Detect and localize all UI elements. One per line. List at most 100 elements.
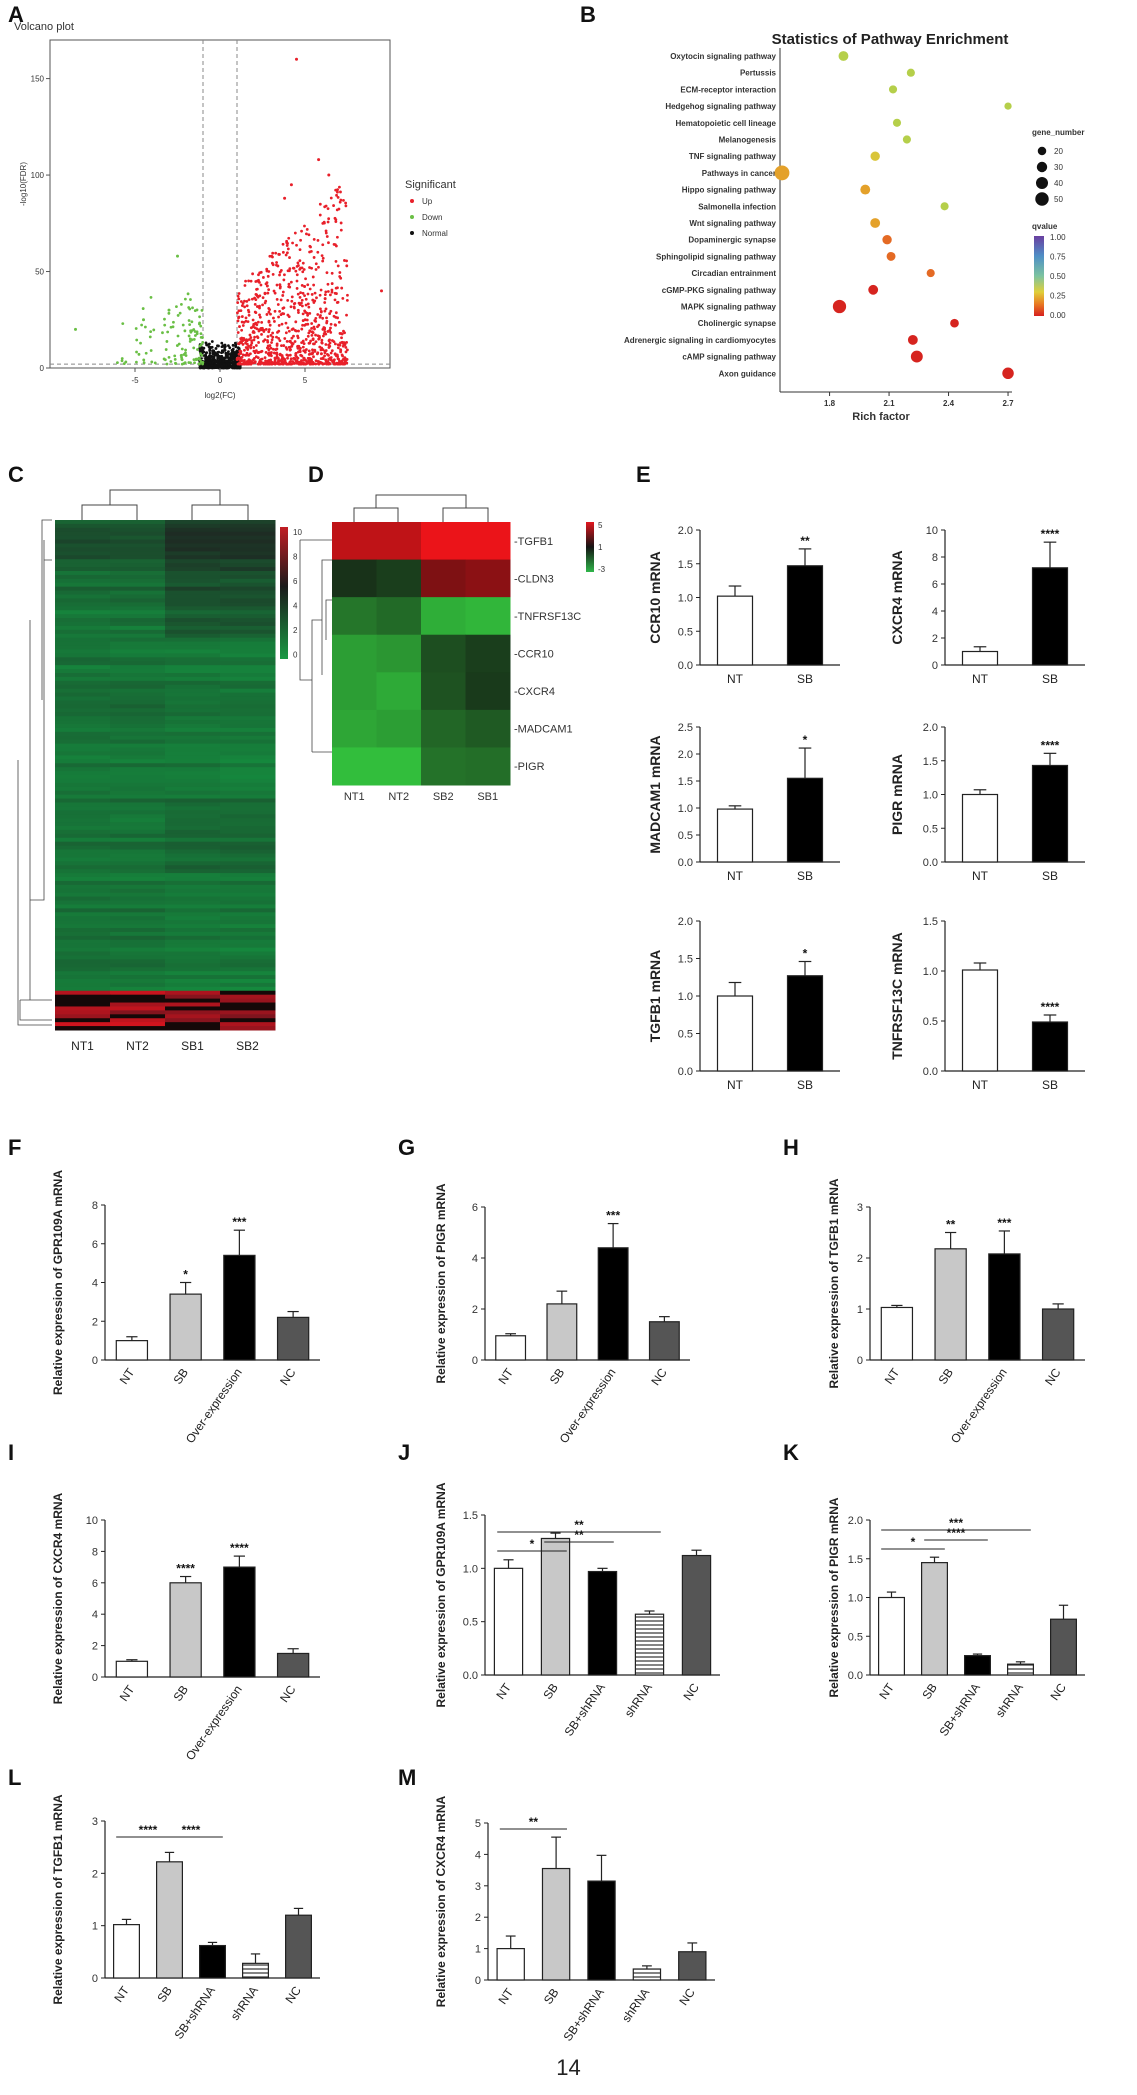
heatmap-cell [165,833,221,839]
pathway-dot [910,350,923,363]
heatmap-cell [220,571,276,576]
point-up [334,188,338,192]
heatmap-cell [165,967,221,972]
heatmap-cell [332,672,377,711]
point-up [330,288,334,292]
point-up [236,319,240,323]
heatmap-cell [165,861,221,866]
point-up [314,359,318,363]
point-up [327,173,331,177]
heatmap-cell [55,700,111,705]
x-tick-label: SB [540,1681,561,1702]
gene-label: -CCR10 [514,649,554,661]
heatmap-cell [110,1014,166,1019]
size-legend-dot [1036,161,1048,173]
heatmap-cell [110,700,166,705]
heatmap-cell [165,653,221,658]
heatmap-cell [220,653,276,658]
point-normal [216,354,220,358]
y-tick-label: 2.5 [678,722,693,734]
point-up [272,316,275,320]
point-up [267,310,271,314]
bar [1006,1663,1034,1676]
heatmap-cell [55,574,111,580]
point-up [253,360,257,363]
y-tick-label: 8 [92,1546,98,1558]
heatmap-cell [220,822,276,827]
point-up [288,339,292,343]
point-up [244,341,247,345]
heatmap-cell [220,578,276,584]
point-up [273,320,276,323]
point-up [332,204,335,207]
point-up [323,354,326,358]
x-tick-label: NC [277,1365,299,1388]
heatmap-cell [165,759,221,764]
x-tick-label: NT [727,1078,744,1092]
heatmap-cell [110,571,166,576]
page-number: 14 [556,2055,581,2080]
heatmap-cell [110,931,166,937]
significance-marker: * [183,1268,188,1282]
point-up [239,300,243,303]
heatmap-cell [220,720,276,725]
color-legend-label: 1.00 [1050,233,1066,242]
point-down [188,323,192,327]
heatmap-cell [110,849,166,854]
significance-marker: **** [1041,738,1060,752]
point-up [253,326,257,330]
x-tick-label: SB [919,1681,940,1702]
heatmap-cell [220,555,276,560]
point-up [310,326,314,330]
point-up [306,283,310,287]
point-down [192,346,196,350]
y-tick-label: 1.5 [678,954,693,966]
heatmap-cell [110,563,166,568]
heatmap-cell [110,527,166,533]
heatmap-cell [55,633,111,639]
point-up [323,301,327,304]
point-up [318,360,321,364]
heatmap-cell [110,982,166,988]
point-up [243,338,247,342]
heatmap-cell [55,735,111,741]
heatmap-cell [110,896,166,902]
heatmap-cell [110,523,166,529]
y-tick-label: 1.0 [678,803,693,815]
panel-label-j: J [398,1440,410,1465]
heatmap-cell [55,747,111,752]
point-normal [207,342,211,346]
point-down [169,325,173,329]
heatmap-cell [55,657,111,662]
heatmap-cell [110,888,166,894]
point-up [338,343,342,347]
heatmap-cell [220,924,276,929]
point-up [245,347,249,350]
point-up [297,360,301,364]
point-normal [224,359,228,363]
point-up [301,323,304,327]
point-up [319,348,323,352]
heatmap-cell [110,1002,166,1007]
heatmap-cell [165,982,221,988]
significance-marker: *** [232,1215,246,1229]
point-up [260,349,264,353]
point-up [321,256,325,260]
point-up [303,349,306,353]
point-up [311,348,314,352]
heatmap-cell [220,778,276,784]
heatmap-cell [165,610,221,615]
heatmap-cell [55,692,111,698]
point-up [321,243,325,247]
heatmap-cell [332,747,377,786]
y-tick-label: 10 [926,525,938,537]
heatmap-cell [220,1010,276,1015]
heatmap-cell [165,931,221,937]
heatmap-cell [55,649,111,654]
y-tick-label: 2 [92,1641,98,1653]
pathway-dot [1004,102,1012,110]
heatmap-cell [165,888,221,894]
heatmap-cell [220,826,276,831]
point-up [323,309,327,313]
